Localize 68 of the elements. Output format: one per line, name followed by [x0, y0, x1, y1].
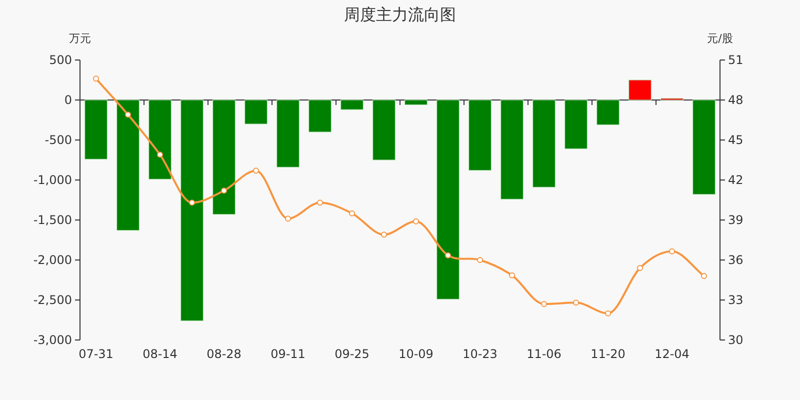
bar — [148, 100, 172, 180]
point — [157, 152, 163, 158]
point — [253, 168, 259, 174]
x-tick-label: 09-25 — [334, 347, 370, 361]
point — [605, 310, 611, 316]
y2-tick-label: 42 — [728, 173, 744, 187]
y2-tick-label: 30 — [728, 333, 744, 347]
bar — [340, 100, 364, 110]
bar — [596, 100, 620, 126]
point — [669, 248, 675, 254]
point — [381, 232, 387, 238]
bar — [308, 100, 332, 132]
y-tick-label: -1,500 — [33, 213, 72, 227]
x-tick-label: 10-09 — [398, 347, 434, 361]
bar — [564, 100, 588, 150]
y2-tick-label: 39 — [728, 213, 744, 227]
bar — [116, 100, 140, 231]
point — [637, 265, 643, 271]
point — [93, 76, 99, 82]
point — [221, 188, 227, 194]
point — [349, 210, 355, 216]
y-tick-label: -1,000 — [33, 173, 72, 187]
bar — [500, 100, 524, 200]
y2-tick-label: 48 — [728, 93, 744, 107]
bar — [436, 100, 460, 300]
bar — [244, 100, 268, 124]
point — [445, 252, 451, 258]
y-tick-label: -2,000 — [33, 253, 72, 267]
bar — [372, 100, 396, 160]
y2-tick-label: 36 — [728, 253, 744, 267]
point — [509, 272, 515, 278]
y-tick-label: 500 — [49, 53, 72, 67]
x-tick-label: 09-11 — [270, 347, 306, 361]
bar — [404, 100, 428, 106]
point — [573, 300, 579, 306]
y2-tick-label: 51 — [728, 53, 744, 67]
x-tick-label: 11-20 — [590, 347, 626, 361]
x-tick-label: 07-31 — [78, 347, 114, 361]
x-tick-label: 08-28 — [206, 347, 242, 361]
point — [125, 112, 131, 118]
bar — [532, 100, 556, 188]
y2-tick-label: 33 — [728, 293, 744, 307]
y-axis-title: 万元 — [69, 32, 91, 45]
bar — [212, 100, 236, 215]
bar — [276, 100, 300, 168]
bar — [628, 80, 652, 100]
bar — [468, 100, 492, 171]
point — [701, 273, 707, 279]
x-tick-label: 10-23 — [462, 347, 498, 361]
point — [413, 218, 419, 224]
bar — [692, 100, 716, 195]
bar — [180, 100, 204, 322]
point — [477, 257, 483, 263]
x-tick-label: 12-04 — [654, 347, 690, 361]
x-tick-label: 11-06 — [526, 347, 562, 361]
point — [317, 200, 323, 206]
point — [189, 200, 195, 206]
y2-tick-label: 45 — [728, 133, 744, 147]
y-tick-label: -500 — [44, 133, 72, 147]
y2-axis-title: 元/股 — [707, 32, 733, 45]
y-tick-label: 0 — [64, 93, 72, 107]
point — [541, 301, 547, 307]
y-tick-label: -2,500 — [33, 293, 72, 307]
y-tick-label: -3,000 — [33, 333, 72, 347]
point — [285, 216, 291, 222]
bar — [84, 100, 108, 160]
chart-title: 周度主力流向图 — [344, 5, 456, 24]
x-tick-label: 08-14 — [142, 347, 178, 361]
